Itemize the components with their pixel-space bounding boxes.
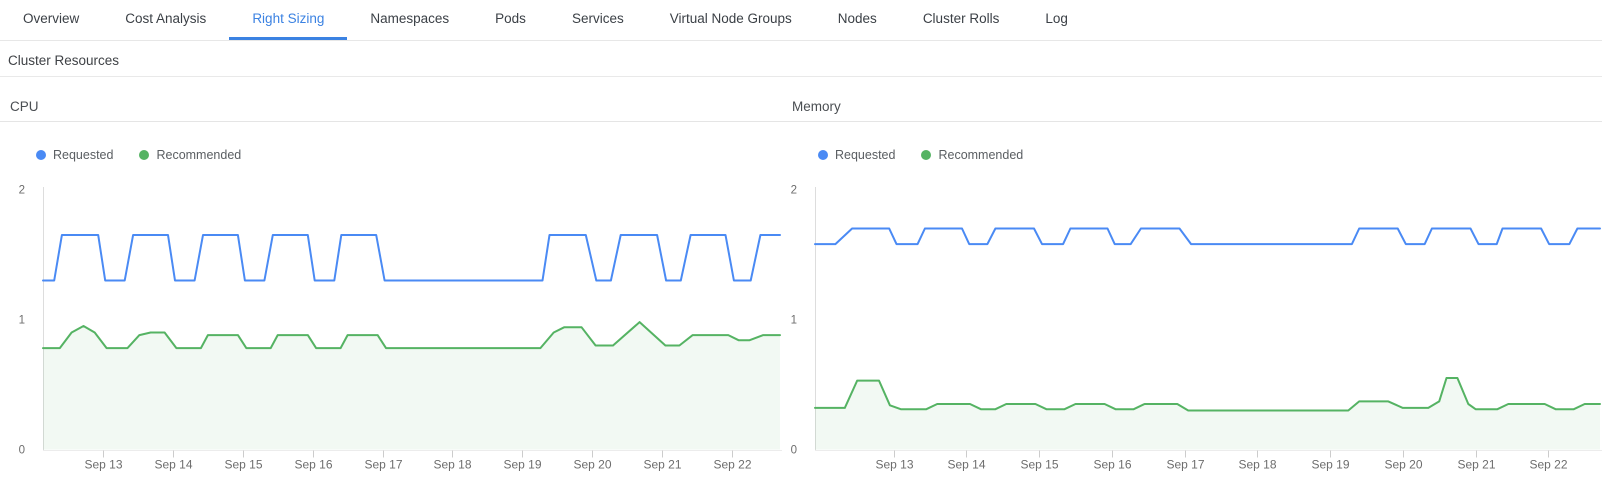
memory-chart-legend: Requested Recommended: [818, 148, 1602, 162]
memory-chart-panel: Memory Requested Recommended 0 1 2 Sep 13 Sep 1…: [782, 77, 1602, 474]
legend-label: Recommended: [938, 148, 1024, 162]
legend-item-requested[interactable]: Requested: [818, 148, 895, 162]
cpu-chart-title: CPU: [0, 99, 782, 122]
tab-nodes[interactable]: Nodes: [837, 11, 877, 26]
legend-label: Recommended: [156, 148, 242, 162]
svg-text:Sep 18: Sep 18: [1238, 458, 1276, 472]
memory-chart-canvas: 0 1 2 Sep 13 Sep 14 Sep 15 Sep 16 Sep 17 Sep 18 S…: [791, 185, 1602, 472]
memory-chart-title: Memory: [782, 99, 1602, 122]
cluster-resources-charts: CPU Requested Recommended 0 1 2 Sep 13 Sep 14 Se…: [0, 77, 1602, 474]
recommended-series-dot-icon: [921, 150, 932, 160]
svg-text:Sep 20: Sep 20: [1384, 458, 1422, 472]
tab-cluster-rolls[interactable]: Cluster Rolls: [922, 11, 1000, 26]
svg-text:Sep 13: Sep 13: [875, 458, 913, 472]
tab-pods[interactable]: Pods: [495, 11, 526, 26]
tab-right-sizing[interactable]: Right Sizing: [229, 0, 348, 40]
svg-text:0: 0: [19, 445, 25, 457]
svg-text:Sep 14: Sep 14: [947, 458, 985, 472]
svg-text:Sep 19: Sep 19: [1311, 458, 1349, 472]
svg-text:2: 2: [791, 185, 797, 197]
requested-series-dot-icon: [818, 150, 828, 160]
tab-overview[interactable]: Overview: [23, 11, 80, 26]
svg-text:2: 2: [19, 185, 25, 197]
svg-text:Sep 15: Sep 15: [1020, 458, 1058, 472]
section-title: Cluster Resources: [0, 41, 1602, 77]
tab-namespaces[interactable]: Namespaces: [370, 11, 450, 26]
svg-text:Sep 19: Sep 19: [503, 458, 541, 472]
svg-text:Sep 18: Sep 18: [433, 458, 471, 472]
svg-text:Sep 17: Sep 17: [364, 458, 402, 472]
svg-text:0: 0: [791, 445, 797, 457]
requested-series-dot-icon: [36, 150, 46, 160]
tab-bar: Overview Cost Analysis Right Sizing Namespa…: [0, 0, 1602, 41]
svg-text:Sep 16: Sep 16: [1093, 458, 1131, 472]
tab-services[interactable]: Services: [571, 11, 624, 26]
svg-text:1: 1: [791, 315, 797, 327]
svg-text:Sep 17: Sep 17: [1166, 458, 1204, 472]
legend-label: Requested: [835, 148, 896, 162]
svg-text:Sep 21: Sep 21: [643, 458, 681, 472]
legend-item-recommended[interactable]: Recommended: [139, 148, 241, 162]
tab-cost-analysis[interactable]: Cost Analysis: [125, 11, 207, 26]
cpu-chart-canvas: 0 1 2 Sep 13 Sep 14 Sep 15 Sep 16 Sep 17 Sep 18 S…: [19, 185, 782, 472]
svg-text:Sep 21: Sep 21: [1457, 458, 1495, 472]
svg-text:1: 1: [19, 315, 25, 327]
legend-item-requested[interactable]: Requested: [36, 148, 113, 162]
legend-label: Requested: [53, 148, 114, 162]
svg-text:Sep 14: Sep 14: [154, 458, 192, 472]
svg-text:Sep 16: Sep 16: [294, 458, 332, 472]
tab-virtual-node-groups[interactable]: Virtual Node Groups: [669, 11, 792, 26]
svg-text:Sep 15: Sep 15: [224, 458, 262, 472]
cpu-chart-legend: Requested Recommended: [36, 148, 782, 162]
recommended-series-dot-icon: [139, 150, 150, 160]
cpu-chart-panel: CPU Requested Recommended 0 1 2 Sep 13 Sep 14 Se…: [0, 77, 782, 474]
tab-log[interactable]: Log: [1045, 11, 1068, 26]
legend-item-recommended[interactable]: Recommended: [921, 148, 1023, 162]
svg-text:Sep 20: Sep 20: [573, 458, 611, 472]
svg-text:Sep 22: Sep 22: [1529, 458, 1567, 472]
svg-text:Sep 22: Sep 22: [713, 458, 751, 472]
svg-text:Sep 13: Sep 13: [84, 458, 122, 472]
